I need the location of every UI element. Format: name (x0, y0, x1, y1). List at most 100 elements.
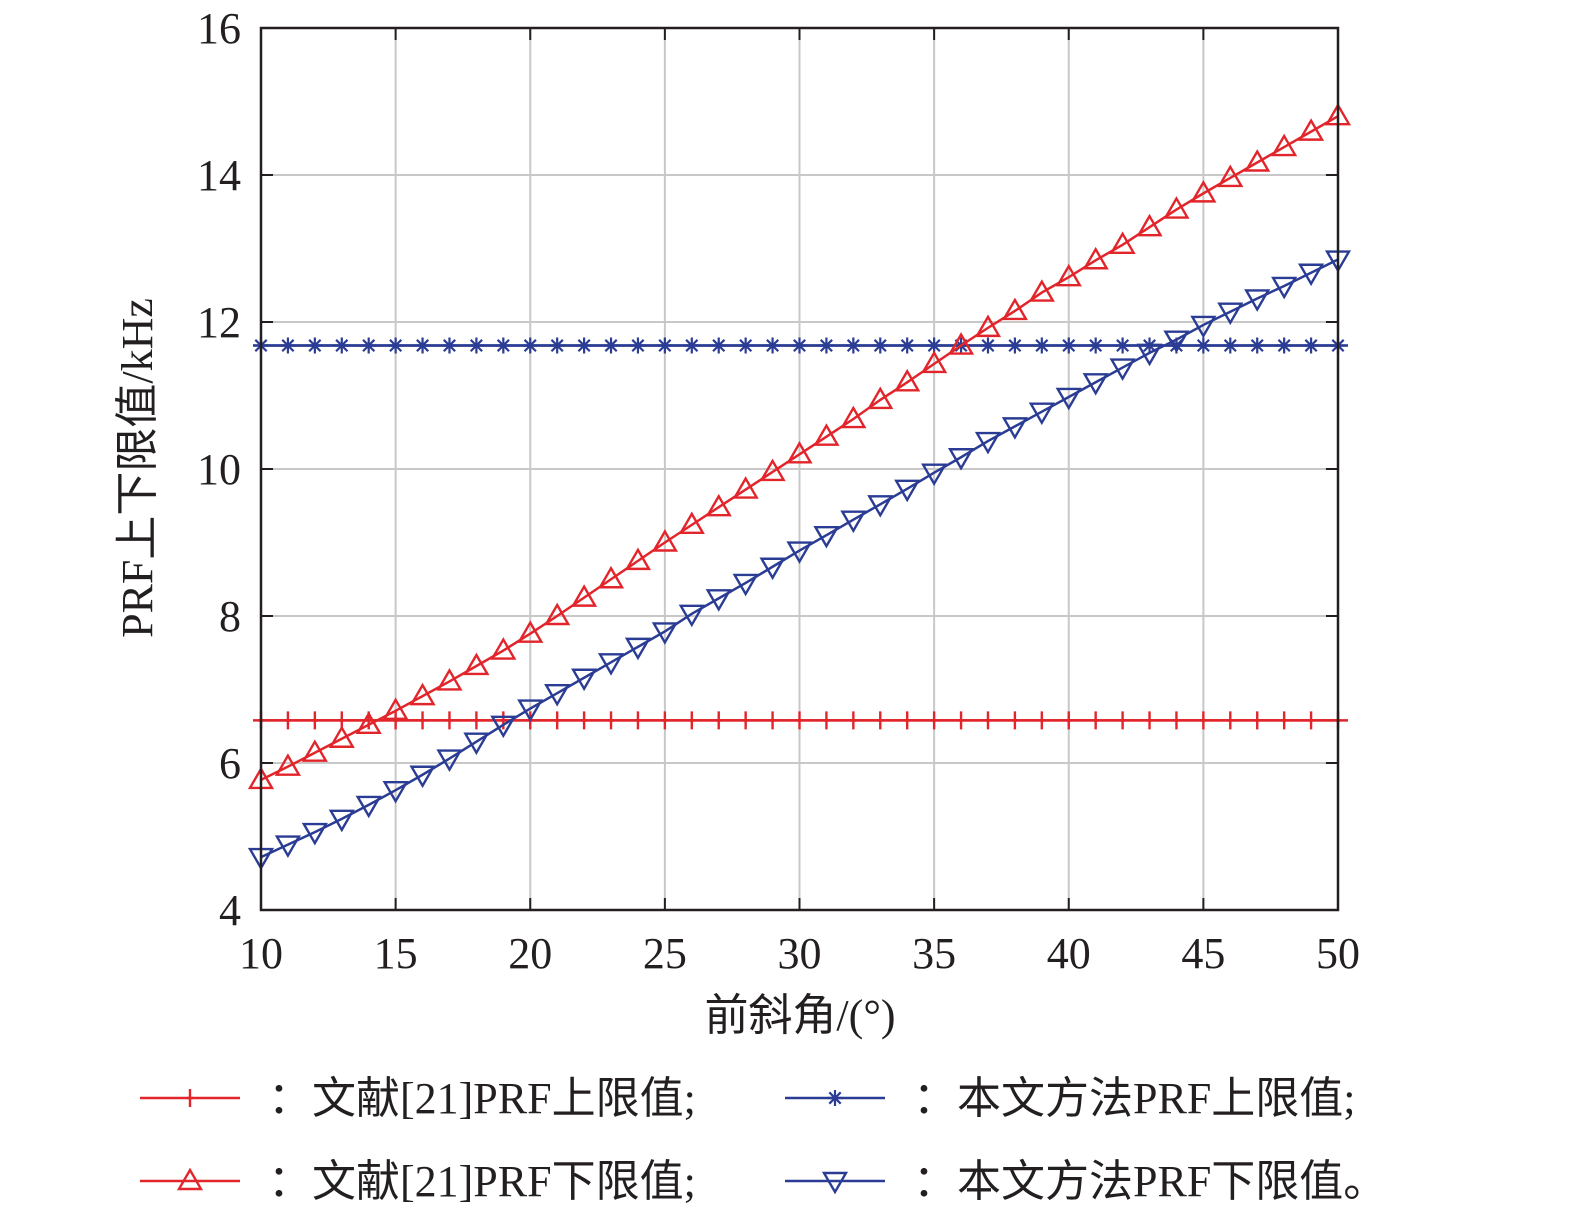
data-point (1244, 149, 1271, 172)
legend-item-2: ：本文方法PRF上限值; (785, 1074, 1356, 1123)
data-point (1217, 302, 1244, 326)
data-point (1001, 417, 1028, 440)
y-tick-label: 16 (197, 4, 241, 53)
data-point (571, 668, 598, 692)
data-point (1028, 279, 1055, 302)
y-tick-label: 8 (219, 592, 241, 641)
data-point (1163, 196, 1190, 219)
data-point (894, 479, 921, 503)
data-point (1136, 213, 1163, 237)
data-point (409, 682, 436, 706)
data-point (840, 510, 867, 534)
data-point (705, 493, 732, 517)
data-point (544, 683, 571, 707)
data-point (678, 511, 705, 535)
plot-frame (259, 26, 1340, 912)
legend-item-3: ：文献[21]PRF下限值; (140, 1157, 696, 1206)
data-point (759, 557, 786, 581)
x-tick-label: 40 (1047, 929, 1091, 978)
legend-item-1: ：文献[21]PRF上限值; (140, 1074, 696, 1123)
series-1 (253, 711, 1348, 730)
data-point (1109, 358, 1136, 381)
x-tick-label: 10 (239, 929, 283, 978)
data-point (355, 711, 382, 734)
data-point (274, 835, 302, 858)
data-point (490, 637, 517, 660)
data-point (1217, 164, 1244, 188)
data-point (786, 541, 813, 564)
data-point (571, 584, 598, 607)
data-point (517, 699, 544, 723)
data-point (974, 314, 1002, 338)
legend: ：文献[21]PRF上限值; ：本文方法PRF上限值; ：文献[21]PRF下限值;… (140, 1074, 1387, 1206)
data-point (1055, 263, 1082, 287)
x-tick-label: 45 (1181, 929, 1225, 978)
data-point (1055, 387, 1082, 411)
data-point (490, 715, 517, 739)
data-point (517, 620, 544, 643)
x-tick-label: 35 (912, 929, 956, 978)
data-point (705, 589, 732, 612)
axes (259, 26, 1340, 912)
x-tick-label: 20 (508, 929, 552, 978)
data-point (597, 653, 625, 676)
data-point (624, 547, 652, 571)
y-axis-title: PRF上下限值/kHz (113, 298, 162, 638)
data-point (1028, 402, 1055, 426)
data-point (355, 795, 382, 819)
data-point (732, 476, 759, 499)
x-axis-title: 前斜角/(°) (704, 991, 895, 1040)
data-point (1001, 297, 1028, 321)
legend-marker (821, 1171, 849, 1195)
legend-label: ：文献[21]PRF上限值; (268, 1074, 696, 1123)
series-4 (247, 250, 1352, 871)
data-point (1163, 330, 1190, 354)
tick-labels: 10 15 20 25 30 35 40 45 50 4 6 8 10 12 14 16 (197, 4, 1360, 978)
data-point (1190, 315, 1217, 339)
legend-label: ：本文方法PRF上限值; (913, 1074, 1356, 1123)
data-point (1082, 246, 1109, 270)
data-point (947, 448, 975, 471)
x-tick-label: 30 (778, 929, 822, 978)
data-point (840, 405, 867, 429)
data-point (1136, 343, 1163, 367)
data-point (624, 637, 652, 661)
data-point (597, 565, 625, 589)
data-point (274, 753, 302, 776)
data-point (409, 765, 436, 789)
legend-label: ：本文方法PRF下限值。 (913, 1157, 1387, 1206)
data-point (867, 386, 894, 410)
data-point (786, 440, 813, 464)
data-point (1297, 263, 1325, 287)
data-point (382, 697, 409, 721)
legend-marker (176, 1167, 204, 1191)
data-point (544, 602, 571, 626)
x-tick-label: 15 (374, 929, 418, 978)
data-point (463, 732, 490, 756)
legend-marker (187, 1089, 193, 1107)
data-point (463, 652, 490, 676)
y-tick-label: 10 (197, 445, 241, 494)
legend-item-4: ：本文方法PRF下限值。 (785, 1157, 1387, 1206)
y-tick-label: 6 (219, 739, 241, 788)
data-point (382, 780, 409, 804)
data-point (894, 368, 921, 392)
data-point (732, 573, 759, 597)
legend-label: ：文献[21]PRF下限值; (268, 1157, 696, 1206)
data-point (1271, 133, 1298, 157)
data-point (328, 725, 355, 748)
y-tick-label: 12 (197, 298, 241, 347)
data-point (301, 739, 328, 762)
data-point (678, 604, 705, 628)
data-point (1109, 231, 1136, 255)
data-point (1190, 179, 1217, 203)
grid (261, 28, 1338, 910)
x-tick-label: 25 (643, 929, 687, 978)
data-point (1271, 276, 1298, 300)
series-layer (247, 102, 1352, 871)
data-point (1244, 289, 1271, 312)
data-point (921, 463, 948, 487)
data-point (813, 423, 840, 446)
data-point (436, 668, 463, 691)
